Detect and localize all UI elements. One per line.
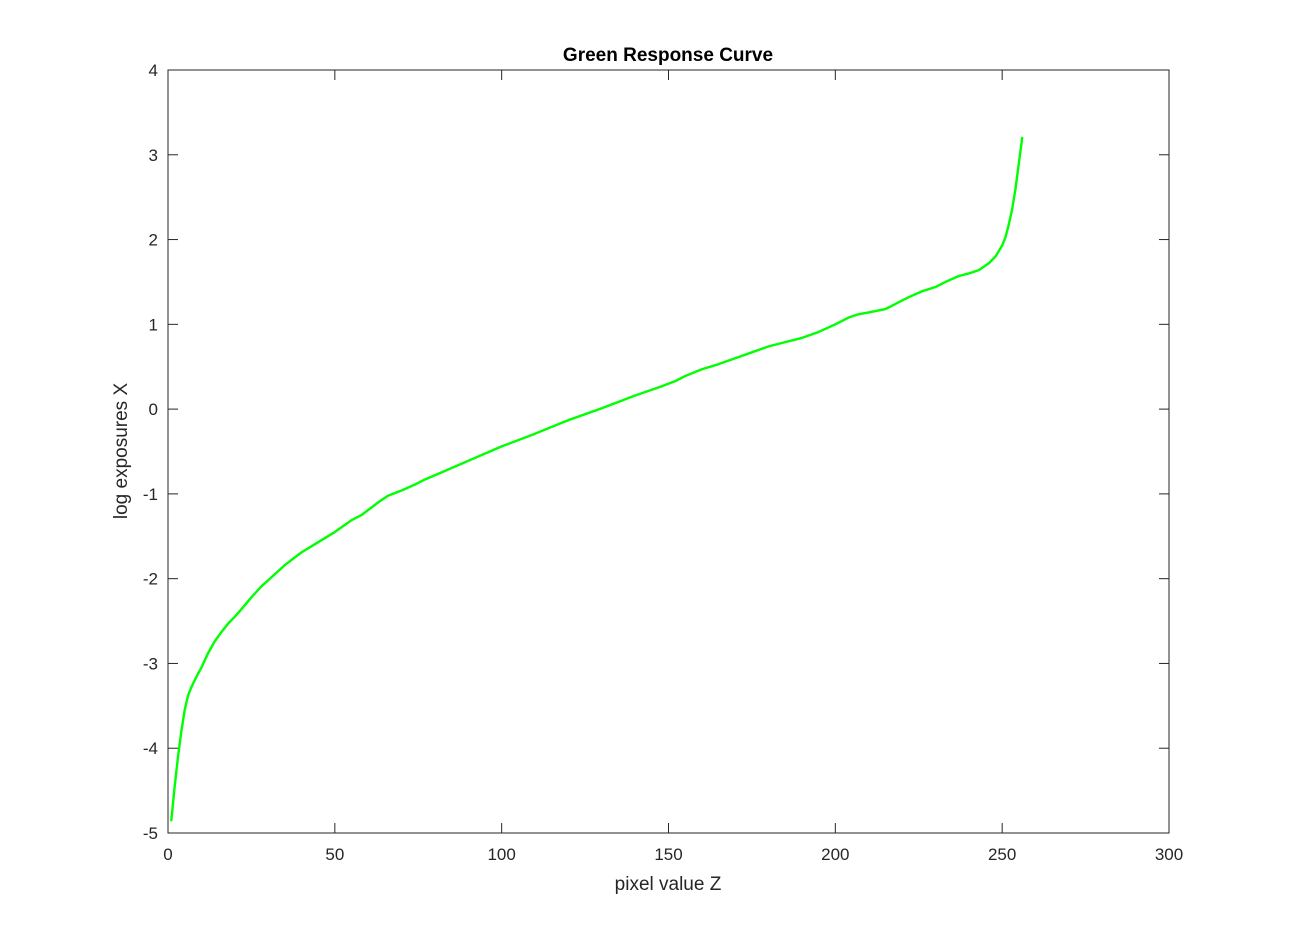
axis-ticks: 0 50 100 150 200 250 300 -5 -4 -3 -2 -1 0 1 2 3 4 <box>143 61 1183 864</box>
x-tick-label: 250 <box>988 845 1016 864</box>
y-tick-label: -3 <box>143 654 158 673</box>
y-tick-label: -1 <box>143 485 158 504</box>
y-tick-label: 1 <box>149 315 158 334</box>
y-tick-label: -5 <box>143 824 158 843</box>
x-tick-label: 50 <box>325 845 344 864</box>
y-tick-label: 0 <box>149 400 158 419</box>
y-axis-label: log exposures X <box>111 383 132 520</box>
x-tick-label: 200 <box>821 845 849 864</box>
y-tick-label: 2 <box>149 231 158 250</box>
series-line-green <box>170 136 1024 822</box>
y-tick-label: -2 <box>143 570 158 589</box>
x-axis-label: pixel value Z <box>615 874 722 895</box>
y-tick-label: 4 <box>149 61 158 80</box>
y-tick-label: -4 <box>143 739 158 758</box>
y-tick-label: 3 <box>149 146 158 165</box>
x-tick-label: 150 <box>654 845 682 864</box>
plot-area <box>167 69 1170 834</box>
chart-title: Green Response Curve <box>563 45 773 66</box>
series-layer <box>170 136 1024 822</box>
x-tick-label: 100 <box>487 845 515 864</box>
x-tick-label: 300 <box>1155 845 1183 864</box>
x-tick-label: 0 <box>163 845 172 864</box>
